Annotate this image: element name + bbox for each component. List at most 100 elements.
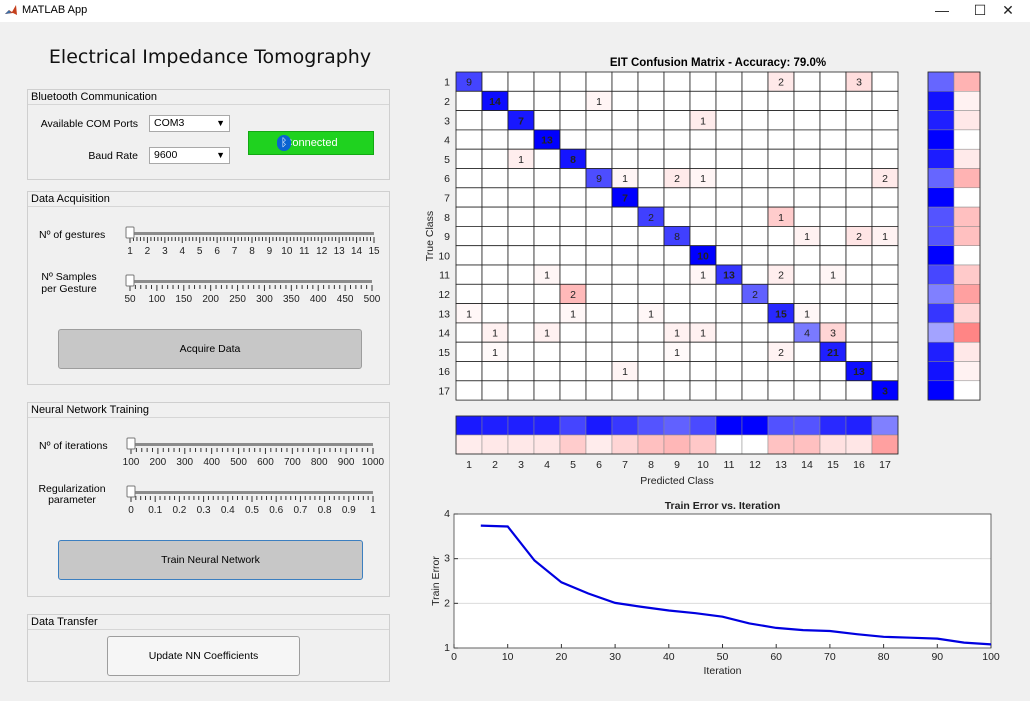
col-tick-label: 16 xyxy=(853,459,865,471)
matrix-cell xyxy=(819,90,847,111)
matrix-cell xyxy=(845,90,873,111)
matrix-cell xyxy=(689,361,717,382)
matrix-cell xyxy=(585,187,613,208)
col-tick-label: 9 xyxy=(674,459,680,471)
matrix-cell xyxy=(715,110,743,131)
matrix-cell xyxy=(845,110,873,131)
matrix-cell xyxy=(637,322,665,343)
matrix-cell xyxy=(741,90,769,111)
chevron-down-icon: ▼ xyxy=(216,150,225,160)
col-summary-incorrect xyxy=(715,434,743,455)
col-summary-incorrect xyxy=(455,434,483,455)
matrix-cell xyxy=(533,225,561,247)
slider-tick-label: 300 xyxy=(256,294,273,305)
matrix-cell xyxy=(741,361,769,382)
gestures-slider[interactable]: 1 2 3 4 5 6 7 8 9 10 11 12 13 14 15 xyxy=(120,226,388,258)
slider-tick-label: 1 xyxy=(370,505,376,516)
col-summary-correct xyxy=(871,415,899,436)
train-error-title: Train Error vs. Iteration xyxy=(665,500,781,512)
update-coefficients-button[interactable]: Update NN Coefficients xyxy=(107,636,300,676)
samples-slider[interactable]: 50 100 150 200 250 300 350 400 450 500 xyxy=(120,274,388,306)
matrix-cell xyxy=(819,303,847,324)
matrix-cell xyxy=(507,322,535,343)
matrix-cell xyxy=(585,361,613,382)
matrix-cell-value: 7 xyxy=(622,192,628,204)
x-tick-label: 90 xyxy=(931,651,943,663)
y-axis-label: Train Error xyxy=(430,556,442,606)
slider-tick-label: 13 xyxy=(334,246,346,257)
matrix-cell xyxy=(585,129,613,150)
matrix-cell xyxy=(819,110,847,131)
row-summary-correct xyxy=(927,110,955,131)
matrix-cell-value: 3 xyxy=(882,385,888,397)
row-tick-label: 5 xyxy=(444,154,450,166)
matrix-cell xyxy=(559,264,587,285)
row-summary-incorrect xyxy=(953,361,981,382)
nn-training-panel-title: Neural Network Training xyxy=(28,403,389,418)
row-tick-label: 15 xyxy=(438,347,450,359)
row-summary-incorrect xyxy=(953,148,981,169)
com-ports-dropdown[interactable]: COM3 ▼ xyxy=(149,115,230,132)
x-tick-label: 20 xyxy=(556,651,568,663)
matrix-cell-value: 15 xyxy=(775,308,787,320)
matrix-cell xyxy=(819,245,847,266)
col-tick-label: 10 xyxy=(697,459,709,471)
close-button[interactable]: ✕ xyxy=(1002,2,1014,18)
col-summary-incorrect xyxy=(481,434,509,455)
baud-rate-dropdown[interactable]: 9600 ▼ xyxy=(149,147,230,164)
matrix-cell xyxy=(689,71,717,92)
regularization-slider[interactable]: 0 0.1 0.2 0.3 0.4 0.5 0.6 0.7 0.8 0.9 1 xyxy=(120,485,388,517)
matrix-cell xyxy=(481,187,509,208)
matrix-cell xyxy=(767,283,795,305)
row-summary-incorrect xyxy=(953,303,981,324)
row-tick-label: 12 xyxy=(438,289,450,301)
matrix-cell xyxy=(585,245,613,266)
maximize-button[interactable]: ☐ xyxy=(973,2,987,18)
matrix-cell xyxy=(741,110,769,131)
matrix-cell xyxy=(533,148,561,169)
matrix-cell xyxy=(819,380,847,401)
iterations-slider[interactable]: 100 200 300 400 500 600 700 800 900 1000 xyxy=(120,437,388,469)
matrix-cell-value: 1 xyxy=(804,231,810,243)
matrix-cell xyxy=(663,303,691,324)
matrix-cell xyxy=(637,380,665,401)
row-tick-label: 2 xyxy=(444,96,450,108)
matrix-cell-value: 1 xyxy=(466,308,472,320)
row-summary-incorrect xyxy=(953,71,981,92)
train-network-button[interactable]: Train Neural Network xyxy=(58,540,363,580)
samples-label-line2: per Gesture xyxy=(41,283,97,295)
matrix-cell xyxy=(507,264,535,285)
matrix-cell xyxy=(507,380,535,401)
minimize-button[interactable]: — xyxy=(935,2,949,18)
matrix-cell xyxy=(585,148,613,169)
slider-tick-label: 350 xyxy=(283,294,300,305)
matrix-cell xyxy=(585,110,613,131)
x-tick-label: 60 xyxy=(770,651,782,663)
matrix-cell xyxy=(533,90,561,111)
col-summary-incorrect xyxy=(663,434,691,455)
matrix-cell xyxy=(871,380,899,401)
matrix-cell xyxy=(611,129,639,150)
matrix-cell xyxy=(585,283,613,305)
matrix-cell xyxy=(611,380,639,401)
matrix-cell xyxy=(741,129,769,150)
acquire-data-button[interactable]: Acquire Data xyxy=(58,329,362,369)
row-summary-incorrect xyxy=(953,168,981,189)
matrix-cell xyxy=(793,283,821,305)
matrix-cell-value: 1 xyxy=(648,308,654,320)
matrix-cell xyxy=(767,110,795,131)
matrix-cell xyxy=(689,187,717,208)
matrix-cell xyxy=(793,71,821,92)
matrix-cell xyxy=(845,206,873,227)
slider-tick-label: 500 xyxy=(230,457,247,468)
slider-tick-label: 9 xyxy=(267,246,273,257)
matrix-cell xyxy=(585,225,613,247)
col-summary-correct xyxy=(767,415,795,436)
matrix-cell xyxy=(793,168,821,189)
matrix-cell-value: 7 xyxy=(518,115,524,127)
col-summary-correct xyxy=(741,415,769,436)
matrix-cell xyxy=(455,187,483,208)
matrix-cell xyxy=(871,90,899,111)
row-summary-correct xyxy=(927,71,955,92)
col-tick-label: 7 xyxy=(622,459,628,471)
